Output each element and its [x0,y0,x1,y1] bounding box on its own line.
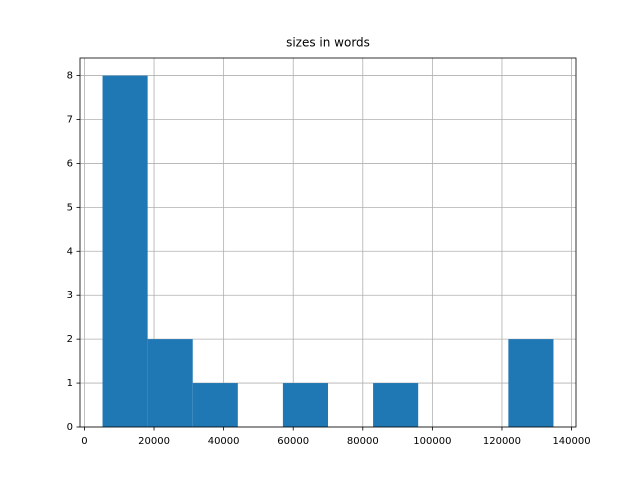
y-tick-label: 5 [67,202,73,213]
x-tick-label: 40000 [208,436,240,447]
bar [147,339,193,427]
bar [508,339,554,427]
chart-title: sizes in words [286,36,370,50]
y-tick-label: 6 [67,158,73,169]
y-tick-label: 4 [67,246,73,257]
bars [102,75,554,428]
x-tick-label: 60000 [277,436,309,447]
x-tick-label: 0 [81,436,87,447]
x-tick-label: 100000 [413,436,451,447]
y-tick-label: 0 [67,422,73,433]
bar [102,75,148,428]
x-tick-label: 20000 [138,436,170,447]
bar [192,383,238,427]
x-tick-label: 120000 [483,436,521,447]
y-tick-label: 7 [67,115,73,126]
x-tick-label: 140000 [552,436,590,447]
y-tick-label: 8 [67,71,73,82]
y-tick-label: 2 [67,334,73,345]
axes-frame [79,57,577,428]
x-tick-label: 80000 [347,436,379,447]
bar [373,383,419,427]
bar [282,383,328,427]
y-tick-label: 1 [67,378,73,389]
ticks: 0 1 2 3 4 5 6 7 8 0 20000 40000 60000 80000 100000 1200… [67,71,591,447]
y-tick-label: 3 [67,290,73,301]
